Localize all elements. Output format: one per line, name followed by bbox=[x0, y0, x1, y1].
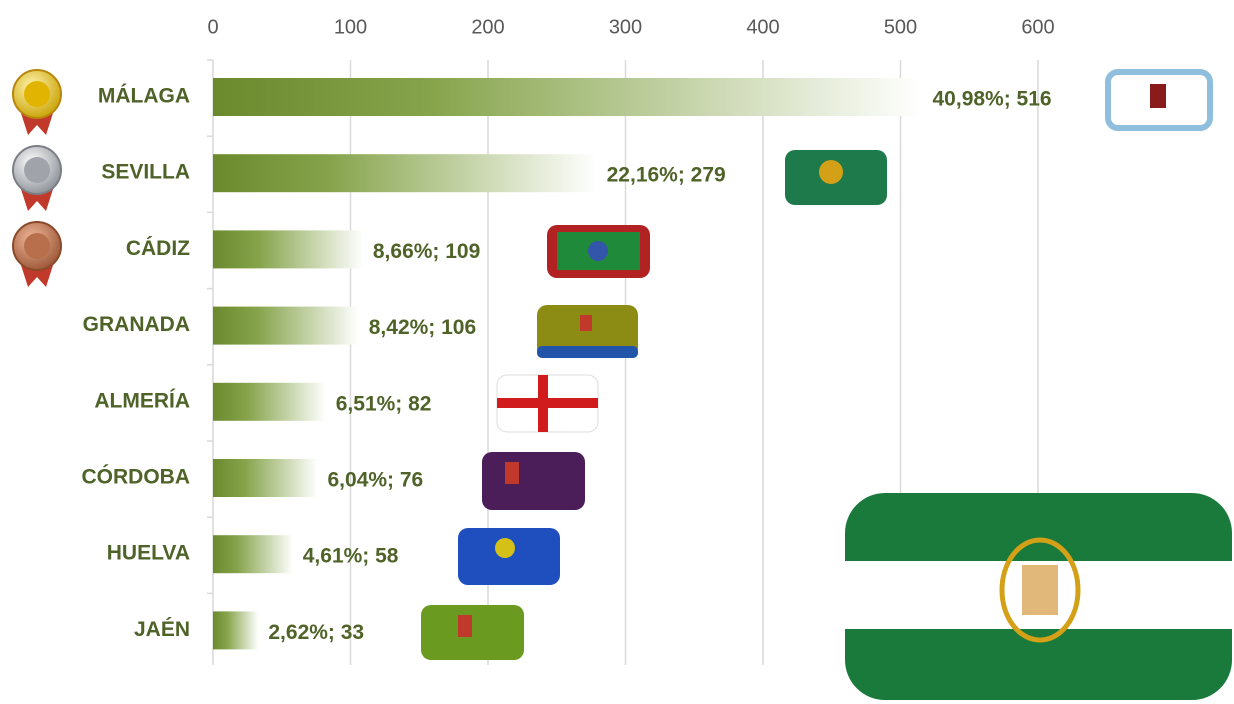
category-label: MÁLAGA bbox=[98, 85, 190, 108]
category-label: CÓRDOBA bbox=[82, 465, 191, 489]
x-tick-label: 200 bbox=[471, 16, 504, 38]
x-tick-label: 100 bbox=[334, 16, 367, 38]
bar bbox=[213, 611, 259, 650]
value-label: 8,66%; 109 bbox=[373, 240, 480, 263]
value-label: 4,61%; 58 bbox=[303, 545, 399, 568]
x-tick-label: 0 bbox=[207, 16, 218, 38]
value-label: 22,16%; 279 bbox=[607, 164, 726, 187]
category-label: HUELVA bbox=[107, 542, 190, 565]
bar bbox=[213, 154, 597, 193]
value-label: 40,98%; 516 bbox=[933, 88, 1052, 111]
category-label: JAÉN bbox=[134, 618, 190, 641]
flags bbox=[421, 69, 1232, 700]
bar bbox=[213, 459, 318, 497]
value-label: 2,62%; 33 bbox=[268, 621, 364, 644]
x-tick-label: 400 bbox=[746, 16, 779, 38]
category-label: CÁDIZ bbox=[126, 237, 190, 260]
bar bbox=[213, 382, 326, 421]
category-label: SEVILLA bbox=[101, 161, 190, 184]
bar bbox=[213, 230, 363, 269]
category-label: GRANADA bbox=[83, 313, 190, 336]
value-label: 6,51%; 82 bbox=[336, 392, 432, 415]
category-label: ALMERÍA bbox=[94, 389, 190, 412]
x-tick-label: 500 bbox=[884, 16, 917, 38]
x-tick-label: 300 bbox=[609, 16, 642, 38]
x-tick-label: 600 bbox=[1021, 16, 1054, 38]
value-label: 6,04%; 76 bbox=[328, 469, 424, 492]
bar bbox=[213, 535, 293, 574]
medals bbox=[12, 69, 62, 287]
bar bbox=[213, 306, 359, 345]
value-label: 8,42%; 106 bbox=[369, 316, 476, 339]
bar bbox=[213, 78, 923, 116]
bars bbox=[213, 78, 923, 650]
